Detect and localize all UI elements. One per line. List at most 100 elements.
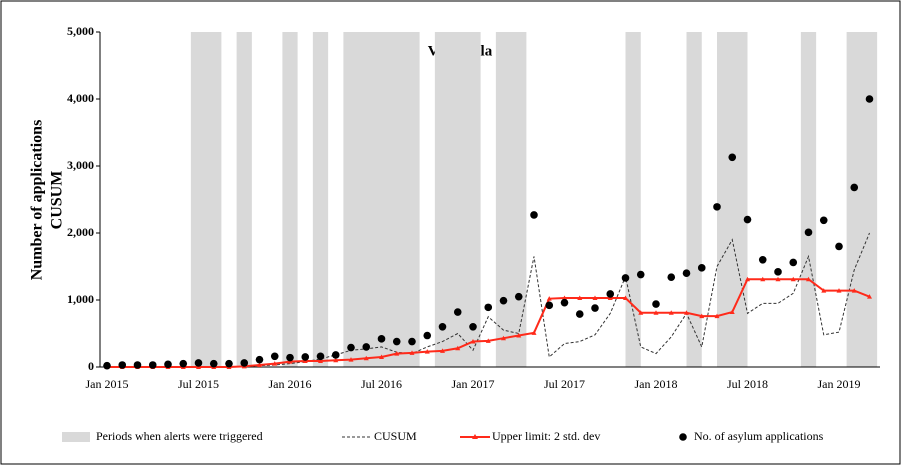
upper-limit-marker — [348, 357, 354, 362]
application-dot — [514, 292, 523, 301]
upper-limit-marker — [516, 333, 522, 338]
upper-limit-marker — [394, 351, 400, 356]
application-dot — [453, 308, 462, 316]
upper-limit-marker — [623, 295, 628, 300]
x-tick-label: Jan 2019 — [818, 377, 861, 391]
alert-period — [343, 32, 420, 367]
upper-limit-marker — [806, 276, 811, 282]
upper-limit-marker — [546, 296, 552, 301]
upper-limit-marker — [729, 309, 735, 315]
application-dot — [103, 361, 111, 370]
x-tick-label: Jul 2015 — [178, 377, 219, 391]
application-dot — [819, 216, 828, 225]
x-tick-label: Jan 2016 — [269, 377, 312, 391]
application-dot — [636, 270, 645, 279]
upper-limit-marker — [775, 276, 781, 282]
application-dot — [331, 351, 340, 359]
application-dot — [789, 258, 798, 267]
upper-limit-marker — [867, 294, 872, 299]
upper-limit-marker — [440, 348, 445, 353]
application-dot — [697, 264, 706, 272]
upper-limit-marker — [760, 276, 766, 282]
upper-limit-marker — [409, 350, 415, 355]
upper-limit-marker — [501, 335, 506, 341]
alert-period — [282, 32, 298, 367]
upper-limit-marker — [333, 357, 339, 363]
application-dot — [652, 300, 660, 308]
application-dot — [118, 361, 127, 369]
application-dot — [758, 255, 767, 264]
application-dot — [606, 290, 615, 298]
application-dot — [362, 343, 371, 351]
alert-period — [846, 32, 878, 367]
application-dot — [560, 298, 569, 307]
upper-limit-marker — [485, 338, 491, 343]
x-tick-label: Jul 2016 — [361, 377, 402, 391]
upper-limit-marker — [577, 295, 583, 300]
upper-limit-marker — [272, 361, 278, 366]
application-dot — [301, 353, 310, 361]
application-dot — [865, 95, 874, 103]
application-dot — [530, 211, 538, 219]
upper-limit-marker — [699, 313, 705, 319]
application-dot — [469, 323, 477, 331]
application-dot — [164, 360, 172, 369]
upper-limit-marker — [684, 310, 689, 315]
alert-period — [495, 32, 527, 367]
upper-limit-marker — [531, 330, 537, 335]
legend-label: Periods when alerts were triggered — [96, 429, 263, 443]
y-tick-label: 1,000 — [67, 292, 94, 306]
application-dot — [621, 274, 630, 282]
alert-period — [236, 32, 252, 367]
application-dot — [713, 203, 721, 211]
application-dot — [270, 352, 279, 361]
upper-limit-marker — [668, 310, 674, 315]
upper-limit-marker — [714, 313, 720, 319]
application-dot — [804, 228, 813, 237]
application-dot — [316, 352, 325, 361]
upper-limit-marker — [562, 295, 567, 300]
upper-limit-marker — [790, 276, 796, 282]
application-dot — [591, 304, 599, 312]
legend-swatch — [679, 433, 687, 441]
y-tick-label: 0 — [88, 359, 94, 373]
application-dot — [682, 269, 691, 278]
upper-limit-marker — [455, 345, 461, 351]
application-dot — [667, 273, 676, 282]
upper-limit-marker — [745, 276, 750, 282]
application-dot — [484, 303, 493, 312]
application-dot — [347, 343, 355, 352]
y-axis-label: CUSUM — [49, 171, 66, 230]
alert-period — [625, 32, 641, 367]
application-dot — [545, 301, 554, 310]
application-dot — [209, 359, 218, 368]
alert-period — [312, 32, 329, 367]
y-tick-label: 5,000 — [67, 24, 94, 38]
upper-limit-marker — [821, 288, 827, 293]
application-dot — [377, 335, 386, 343]
legend-label: No. of asylum applications — [694, 429, 824, 443]
application-dot — [286, 353, 294, 362]
application-dot — [133, 361, 142, 369]
application-dot — [438, 323, 447, 331]
x-tick-label: Jul 2018 — [727, 377, 768, 391]
upper-limit-marker — [257, 362, 262, 367]
alert-period — [717, 32, 748, 367]
x-tick-label: Jan 2018 — [635, 377, 678, 391]
legend-label: Upper limit: 2 std. dev — [492, 429, 600, 443]
application-dot — [774, 268, 782, 276]
application-dot — [850, 183, 859, 192]
y-tick-label: 4,000 — [67, 91, 94, 105]
application-dot — [225, 359, 233, 368]
upper-limit-marker — [851, 288, 857, 293]
application-dot — [728, 153, 737, 162]
application-dot — [499, 296, 508, 305]
application-dot — [194, 359, 203, 367]
upper-limit-marker — [379, 354, 384, 359]
application-dot — [423, 331, 432, 340]
upper-limit-marker — [592, 295, 598, 300]
legend-label: CUSUM — [374, 429, 417, 443]
application-dot — [179, 359, 188, 368]
alert-period — [686, 32, 702, 367]
